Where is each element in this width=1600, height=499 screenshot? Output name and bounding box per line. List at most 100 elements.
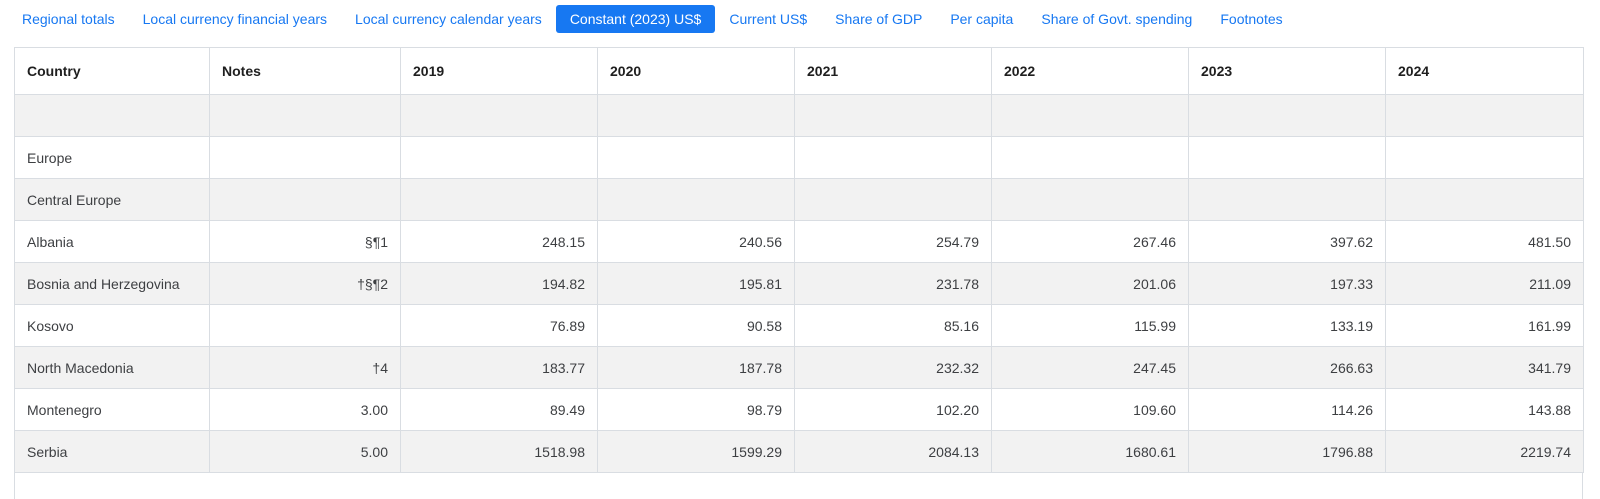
cell-value-2020 bbox=[597, 136, 795, 179]
cell-value-2021: 85.16 bbox=[794, 304, 992, 347]
cell-value-2019: 76.89 bbox=[400, 304, 598, 347]
tab-footnotes[interactable]: Footnotes bbox=[1220, 10, 1283, 27]
cell-value-2022: 201.06 bbox=[991, 262, 1189, 305]
cell-country: Europe bbox=[14, 136, 210, 179]
cell-value-2020 bbox=[597, 178, 795, 221]
cell-value-2022: 267.46 bbox=[991, 220, 1189, 263]
cell-value-2019 bbox=[400, 136, 598, 179]
cell-country: Montenegro bbox=[14, 388, 210, 431]
data-table-wrap: Country Notes 2019 2020 2021 2022 2023 2024 Eur… bbox=[14, 47, 1584, 499]
cell-value-2021: 2084.13 bbox=[794, 430, 992, 473]
cell-value-2019 bbox=[400, 94, 598, 137]
cell-country: Serbia bbox=[14, 430, 210, 473]
cell-value-2020: 1599.29 bbox=[597, 430, 795, 473]
cell-value-2024 bbox=[1385, 178, 1584, 221]
cell-value-2023 bbox=[1188, 178, 1386, 221]
cell-value-2019 bbox=[400, 178, 598, 221]
column-header-country: Country bbox=[14, 47, 210, 95]
cell-value-2021: 102.20 bbox=[794, 388, 992, 431]
column-header-2019: 2019 bbox=[400, 47, 598, 95]
cell-value-2020: 195.81 bbox=[597, 262, 795, 305]
cell-value-2022 bbox=[991, 94, 1189, 137]
cell-notes: §¶1 bbox=[209, 220, 401, 263]
table-row-bosnia-and-herzegovina: Bosnia and Herzegovina †§¶2 194.82 195.81 23… bbox=[14, 262, 1584, 305]
cell-value-2020: 98.79 bbox=[597, 388, 795, 431]
table-row-serbia: Serbia 5.00 1518.98 1599.29 2084.13 1680.61 17… bbox=[14, 430, 1584, 473]
cell-notes bbox=[209, 304, 401, 347]
cell-value-2020: 240.56 bbox=[597, 220, 795, 263]
cell-value-2024: 143.88 bbox=[1385, 388, 1584, 431]
cell-value-2020 bbox=[597, 94, 795, 137]
column-header-notes: Notes bbox=[209, 47, 401, 95]
cell-value-2019: 248.15 bbox=[400, 220, 598, 263]
cell-notes bbox=[209, 136, 401, 179]
header-row: Country Notes 2019 2020 2021 2022 2023 2024 bbox=[14, 47, 1584, 95]
cell-value-2024 bbox=[1385, 136, 1584, 179]
table-row-montenegro: Montenegro 3.00 89.49 98.79 102.20 109.60 114.… bbox=[14, 388, 1584, 431]
cell-value-2024: 481.50 bbox=[1385, 220, 1584, 263]
cell-value-2022: 247.45 bbox=[991, 346, 1189, 389]
cell-notes bbox=[209, 94, 401, 137]
tab-per-capita[interactable]: Per capita bbox=[950, 10, 1014, 27]
column-header-2024: 2024 bbox=[1385, 47, 1584, 95]
tab-constant-2023-us[interactable]: Constant (2023) US$ bbox=[555, 4, 716, 33]
table-row-blank bbox=[14, 94, 1584, 137]
cell-notes: 5.00 bbox=[209, 430, 401, 473]
cell-value-2021 bbox=[794, 178, 992, 221]
cell-value-2023: 1796.88 bbox=[1188, 430, 1386, 473]
tab-bar: Regional totals Local currency financial … bbox=[0, 0, 1600, 34]
cell-value-2022: 109.60 bbox=[991, 388, 1189, 431]
column-header-2021: 2021 bbox=[794, 47, 992, 95]
cell-notes bbox=[209, 178, 401, 221]
column-header-2022: 2022 bbox=[991, 47, 1189, 95]
cell-value-2024: 2219.74 bbox=[1385, 430, 1584, 473]
tab-share-of-govt-spending[interactable]: Share of Govt. spending bbox=[1041, 10, 1193, 27]
cell-value-2023: 266.63 bbox=[1188, 346, 1386, 389]
cell-value-2019: 183.77 bbox=[400, 346, 598, 389]
cell-value-2024: 211.09 bbox=[1385, 262, 1584, 305]
table-row-north-macedonia: North Macedonia †4 183.77 187.78 232.32 247.4… bbox=[14, 346, 1584, 389]
cell-country: Central Europe bbox=[14, 178, 210, 221]
cell-value-2023: 397.62 bbox=[1188, 220, 1386, 263]
cell-value-2020: 90.58 bbox=[597, 304, 795, 347]
cell-notes: 3.00 bbox=[209, 388, 401, 431]
cell-value-2021: 254.79 bbox=[794, 220, 992, 263]
table-row-albania: Albania §¶1 248.15 240.56 254.79 267.46 397.62… bbox=[14, 220, 1584, 263]
data-table: Country Notes 2019 2020 2021 2022 2023 2024 Eur… bbox=[14, 47, 1584, 473]
cell-country bbox=[14, 94, 210, 137]
cell-value-2021: 231.78 bbox=[794, 262, 992, 305]
tab-local-currency-calendar-years[interactable]: Local currency calendar years bbox=[355, 10, 542, 27]
table-row-kosovo: Kosovo 76.89 90.58 85.16 115.99 133.19 161.99 bbox=[14, 304, 1584, 347]
cell-country: Albania bbox=[14, 220, 210, 263]
cell-country: Kosovo bbox=[14, 304, 210, 347]
cell-value-2020: 187.78 bbox=[597, 346, 795, 389]
cell-value-2023: 133.19 bbox=[1188, 304, 1386, 347]
cell-value-2019: 1518.98 bbox=[400, 430, 598, 473]
cell-value-2021: 232.32 bbox=[794, 346, 992, 389]
cell-value-2022: 115.99 bbox=[991, 304, 1189, 347]
cell-country: North Macedonia bbox=[14, 346, 210, 389]
cell-country: Bosnia and Herzegovina bbox=[14, 262, 210, 305]
cell-value-2024 bbox=[1385, 94, 1584, 137]
cell-value-2019: 194.82 bbox=[400, 262, 598, 305]
tab-current-us[interactable]: Current US$ bbox=[729, 10, 808, 27]
cell-value-2023 bbox=[1188, 136, 1386, 179]
cell-value-2023: 197.33 bbox=[1188, 262, 1386, 305]
column-header-2020: 2020 bbox=[597, 47, 795, 95]
cell-value-2024: 341.79 bbox=[1385, 346, 1584, 389]
cell-value-2019: 89.49 bbox=[400, 388, 598, 431]
cell-value-2023: 114.26 bbox=[1188, 388, 1386, 431]
table-row-europe: Europe bbox=[14, 136, 1584, 179]
tab-share-of-gdp[interactable]: Share of GDP bbox=[835, 10, 923, 27]
cell-value-2022 bbox=[991, 136, 1189, 179]
cell-value-2021 bbox=[794, 136, 992, 179]
cell-value-2021 bbox=[794, 94, 992, 137]
table-row-central-europe: Central Europe bbox=[14, 178, 1584, 221]
cell-notes: †§¶2 bbox=[209, 262, 401, 305]
tab-regional-totals[interactable]: Regional totals bbox=[22, 10, 115, 27]
column-header-2023: 2023 bbox=[1188, 47, 1386, 95]
partial-next-row bbox=[14, 473, 1583, 499]
cell-notes: †4 bbox=[209, 346, 401, 389]
cell-value-2022: 1680.61 bbox=[991, 430, 1189, 473]
tab-local-currency-financial-years[interactable]: Local currency financial years bbox=[142, 10, 328, 27]
